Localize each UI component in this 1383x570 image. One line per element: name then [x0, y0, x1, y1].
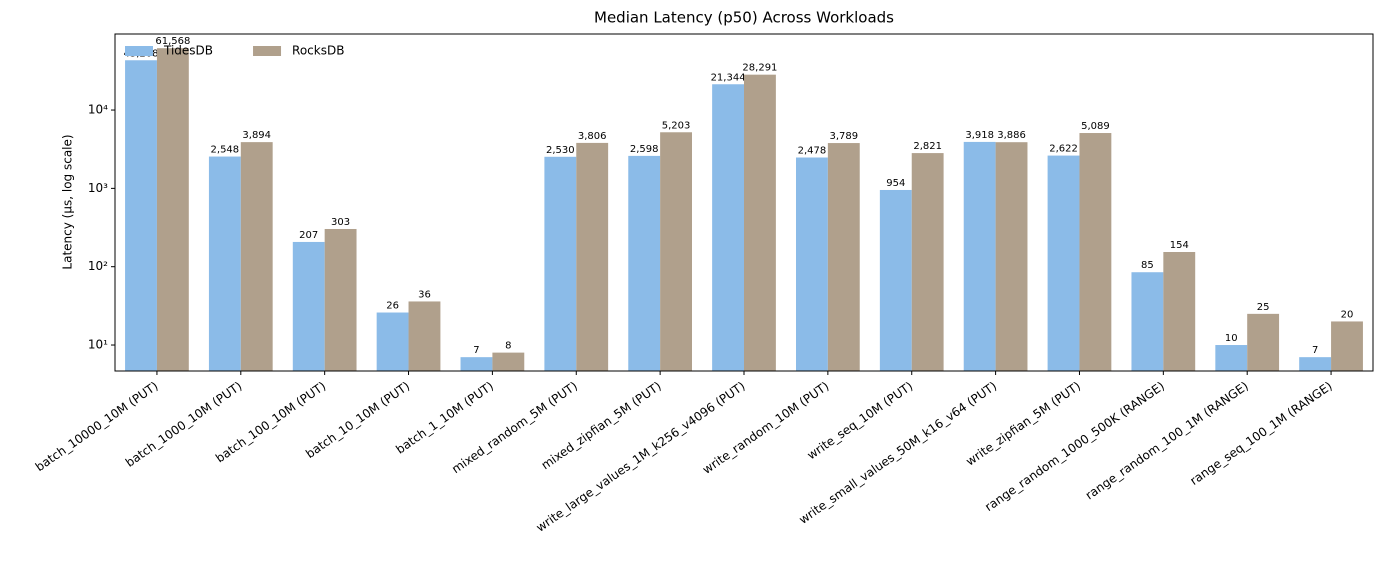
bar: [576, 142, 609, 371]
bar: [712, 84, 744, 371]
plot-frame: [114, 33, 1374, 372]
bar: [1247, 313, 1280, 371]
bar: [795, 157, 828, 371]
value-label: 5,089: [1081, 121, 1110, 132]
value-label: 2,548: [211, 145, 240, 156]
bar: [911, 153, 944, 371]
bar: [156, 48, 189, 372]
value-label: 20: [1341, 309, 1354, 320]
value-label: 26: [386, 301, 399, 312]
legend-label: TidesDB: [163, 44, 213, 58]
value-label: 61,568: [155, 36, 190, 47]
y-tick-label: 10³: [88, 181, 108, 195]
bar: [208, 156, 241, 371]
value-label: 954: [886, 178, 905, 189]
bar: [1163, 252, 1196, 371]
value-label: 28,291: [742, 63, 777, 74]
value-label: 207: [299, 230, 318, 241]
bar: [827, 143, 860, 371]
legend-label: RocksDB: [292, 44, 344, 58]
bar: [460, 357, 493, 371]
y-axis-label: Latency (µs, log scale): [61, 134, 75, 269]
value-label: 85: [1141, 260, 1154, 271]
legend-swatch: [253, 46, 282, 56]
bar: [1131, 272, 1164, 371]
value-label: 2,821: [913, 141, 942, 152]
value-label: 5,203: [662, 120, 691, 131]
bar: [660, 132, 693, 371]
value-label: 8: [505, 341, 511, 352]
value-label: 7: [1312, 345, 1318, 356]
value-label: 3,789: [829, 131, 858, 142]
x-tick-label: range_random_1000_500K (RANGE): [982, 379, 1167, 514]
value-label: 2,478: [798, 146, 827, 157]
y-tick-label: 10⁴: [88, 103, 108, 117]
bar: [125, 60, 157, 372]
bar: [376, 312, 409, 371]
bar: [1299, 357, 1332, 371]
value-label: 3,918: [965, 130, 994, 141]
value-label: 36: [418, 289, 431, 300]
y-tick-label: 10¹: [88, 338, 108, 352]
bar: [492, 352, 525, 371]
bar: [628, 155, 661, 371]
bar: [1079, 133, 1112, 371]
value-label: 303: [331, 217, 350, 228]
value-label: 154: [1170, 240, 1189, 251]
value-label: 3,886: [997, 130, 1026, 141]
bar: [240, 142, 273, 371]
bar: [963, 141, 996, 371]
y-tick-label: 10²: [88, 259, 108, 273]
value-label: 25: [1257, 302, 1270, 313]
value-label: 2,530: [546, 145, 575, 156]
x-tick-label: range_random_100_1M (RANGE): [1083, 379, 1251, 503]
value-label: 3,894: [242, 130, 271, 141]
x-tick-label: range_seq_100_1M (RANGE): [1187, 379, 1334, 488]
bar: [408, 301, 441, 371]
bar: [1331, 321, 1363, 371]
legend-swatch: [125, 46, 153, 56]
value-label: 2,622: [1049, 144, 1078, 155]
bar: [544, 156, 577, 371]
bar: [292, 241, 325, 371]
bar: [1047, 155, 1080, 371]
bar: [1215, 345, 1248, 371]
value-label: 2,598: [630, 144, 659, 155]
bar: [324, 228, 357, 371]
value-label: 21,344: [711, 72, 746, 83]
value-label: 3,806: [578, 131, 607, 142]
value-label: 10: [1225, 333, 1238, 344]
bar: [744, 74, 776, 371]
bar: [879, 189, 912, 371]
bar: [995, 142, 1028, 371]
value-label: 7: [473, 345, 479, 356]
chart-title: Median Latency (p50) Across Workloads: [594, 9, 894, 27]
